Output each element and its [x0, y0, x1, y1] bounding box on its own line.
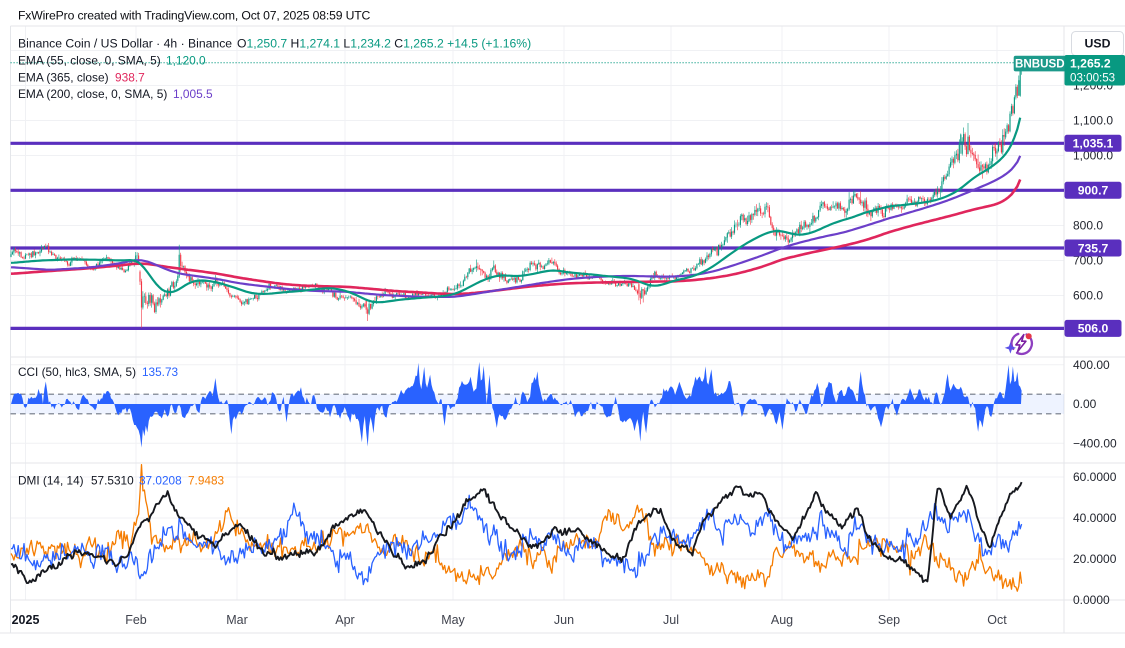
svg-text:CCI (50, hlc3, SMA, 5): CCI (50, hlc3, SMA, 5) — [18, 365, 136, 379]
svg-text:60.0000: 60.0000 — [1073, 470, 1117, 484]
svg-text:900.7: 900.7 — [1078, 184, 1109, 198]
svg-text:EMA (55, close, 0, SMA, 5): EMA (55, close, 0, SMA, 5) — [18, 53, 161, 67]
svg-text:135.73: 135.73 — [142, 365, 179, 379]
svg-text:506.0: 506.0 — [1078, 322, 1109, 336]
svg-text:Apr: Apr — [335, 613, 354, 627]
svg-text:938.7: 938.7 — [115, 70, 145, 84]
svg-text:57.5310: 57.5310 — [91, 473, 134, 487]
svg-text:1,265.2: 1,265.2 — [1070, 56, 1111, 70]
svg-text:800.0: 800.0 — [1073, 219, 1103, 233]
svg-text:1,005.5: 1,005.5 — [173, 87, 213, 101]
svg-text:FxWirePro created with Trading: FxWirePro created with TradingView.com, … — [18, 9, 371, 23]
svg-text:O1,250.7 H1,274.1 L1,234.2 C1,: O1,250.7 H1,274.1 L1,234.2 C1,265.2 +14.… — [237, 36, 531, 50]
svg-text:EMA (365, close): EMA (365, close) — [18, 70, 109, 84]
svg-text:1,100.0: 1,100.0 — [1073, 114, 1113, 128]
svg-text:Oct: Oct — [987, 613, 1007, 627]
svg-text:20.0000: 20.0000 — [1073, 552, 1117, 566]
svg-text:400.00: 400.00 — [1073, 358, 1110, 372]
svg-text:DMI (14, 14): DMI (14, 14) — [18, 473, 84, 487]
svg-text:BNBUSD: BNBUSD — [1015, 57, 1065, 70]
svg-text:7.9483: 7.9483 — [188, 473, 225, 487]
svg-text:Sep: Sep — [878, 613, 900, 627]
svg-text:−400.00: −400.00 — [1073, 436, 1117, 450]
svg-text:EMA (200, close, 0, SMA, 5): EMA (200, close, 0, SMA, 5) — [18, 87, 167, 101]
svg-text:Binance Coin / US Dollar · 4h: Binance Coin / US Dollar · 4h · Binance — [18, 36, 232, 50]
svg-text:0.0000: 0.0000 — [1073, 593, 1110, 607]
svg-text:03:00:53: 03:00:53 — [1070, 71, 1115, 84]
svg-text:1,120.0: 1,120.0 — [166, 53, 206, 67]
svg-text:37.0208: 37.0208 — [139, 473, 182, 487]
svg-text:May: May — [441, 613, 465, 627]
svg-text:USD: USD — [1085, 37, 1111, 51]
svg-text:Mar: Mar — [226, 613, 248, 627]
svg-text:Aug: Aug — [771, 613, 793, 627]
svg-text:0.00: 0.00 — [1073, 397, 1097, 411]
svg-text:600.0: 600.0 — [1073, 289, 1103, 303]
svg-text:1,035.1: 1,035.1 — [1073, 137, 1114, 151]
svg-text:Jul: Jul — [663, 613, 679, 627]
svg-text:40.0000: 40.0000 — [1073, 511, 1117, 525]
svg-text:735.7: 735.7 — [1078, 241, 1109, 255]
svg-text:Jun: Jun — [554, 613, 574, 627]
svg-text:Feb: Feb — [125, 613, 147, 627]
svg-text:2025: 2025 — [12, 613, 40, 627]
